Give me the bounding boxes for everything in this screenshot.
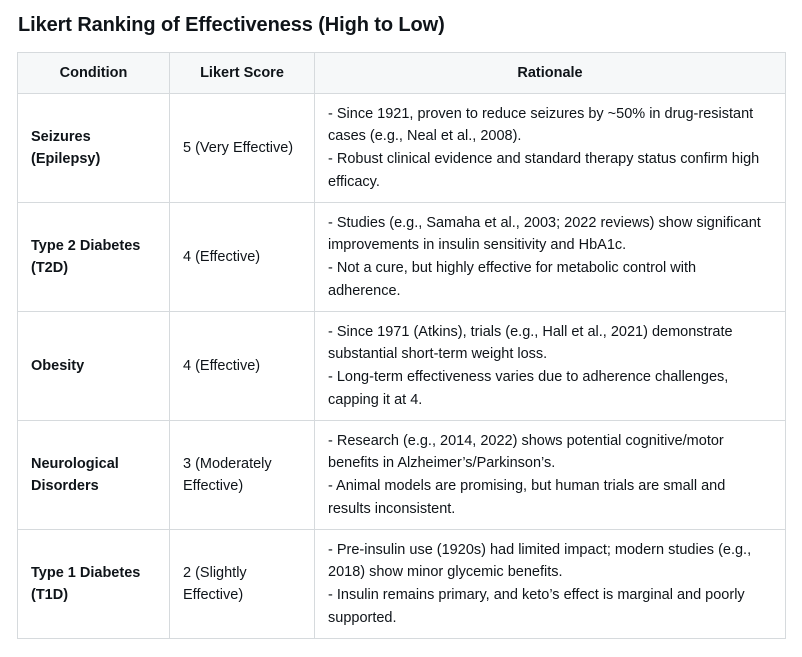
rationale-point: - Studies (e.g., Samaha et al., 2003; 20…	[328, 214, 761, 254]
rationale-point: - Research (e.g., 2014, 2022) shows pote…	[328, 432, 724, 472]
rationale-point: - Since 1921, proven to reduce seizures …	[328, 105, 754, 145]
score-cell: 3 (Moderately Effective)	[169, 420, 315, 530]
score-cell: 2 (Slightly Effective)	[169, 529, 315, 639]
condition-cell: Seizures (Epilepsy)	[17, 93, 170, 203]
rationale-point: - Insulin remains primary, and keto’s ef…	[328, 587, 745, 626]
table-row: Type 1 Diabetes (T1D) 2 (Slightly Effect…	[17, 529, 786, 639]
rationale-cell: - Studies (e.g., Samaha et al., 2003; 20…	[314, 202, 786, 312]
condition-cell: Obesity	[17, 311, 170, 421]
page-title: Likert Ranking of Effectiveness (High to…	[18, 14, 445, 36]
rationale-cell: - Since 1921, proven to reduce seizures …	[314, 93, 786, 203]
rationale-cell: - Pre-insulin use (1920s) had limited im…	[314, 529, 786, 639]
header-condition: Condition	[17, 52, 170, 94]
rationale-point: - Pre-insulin use (1920s) had limited im…	[328, 541, 752, 581]
header-rationale: Rationale	[314, 52, 786, 94]
rationale-cell: - Since 1971 (Atkins), trials (e.g., Hal…	[314, 311, 786, 421]
rationale-cell: - Research (e.g., 2014, 2022) shows pote…	[314, 420, 786, 530]
score-cell: 4 (Effective)	[169, 311, 315, 421]
table-row: Seizures (Epilepsy) 5 (Very Effective) -…	[17, 93, 786, 203]
condition-cell: Type 2 Diabetes (T2D)	[17, 202, 170, 312]
condition-cell: Type 1 Diabetes (T1D)	[17, 529, 170, 639]
table-row: Neurological Disorders 3 (Moderately Eff…	[17, 420, 786, 530]
condition-cell: Neurological Disorders	[17, 420, 170, 530]
header-likert-score: Likert Score	[169, 52, 315, 94]
table-row: Obesity 4 (Effective) - Since 1971 (Atki…	[17, 311, 786, 421]
table-row: Type 2 Diabetes (T2D) 4 (Effective) - St…	[17, 202, 786, 312]
likert-table: Condition Likert Score Rationale Seizure…	[17, 52, 786, 639]
score-cell: 5 (Very Effective)	[169, 93, 315, 203]
rationale-point: - Since 1971 (Atkins), trials (e.g., Hal…	[328, 323, 733, 363]
table-header-row: Condition Likert Score Rationale	[17, 52, 786, 94]
rationale-point: - Not a cure, but highly effective for m…	[328, 260, 697, 299]
rationale-point: - Animal models are promising, but human…	[328, 478, 726, 517]
rationale-point: - Robust clinical evidence and standard …	[328, 151, 760, 190]
score-cell: 4 (Effective)	[169, 202, 315, 312]
rationale-point: - Long-term effectiveness varies due to …	[328, 369, 729, 408]
